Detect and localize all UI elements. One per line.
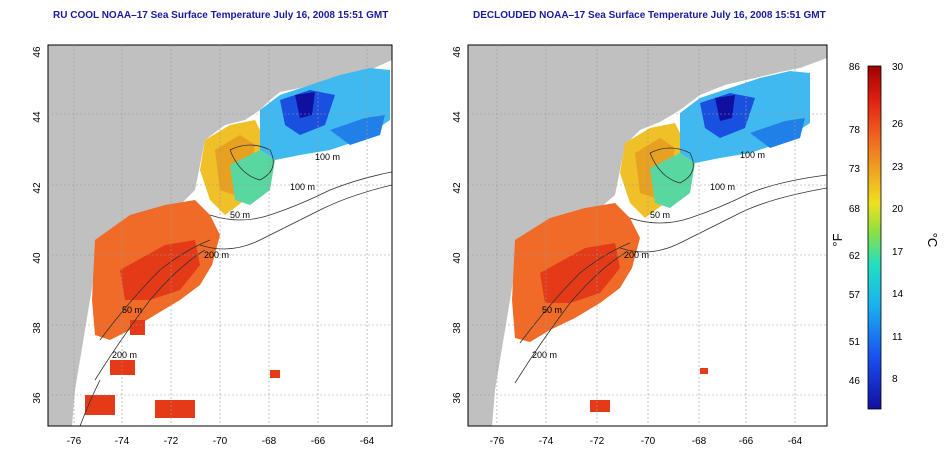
- lon-tick: -70: [213, 436, 228, 447]
- lat-tick: 42: [32, 182, 43, 194]
- lon-tick: -64: [788, 436, 803, 447]
- cb-c-unit: °C: [925, 233, 940, 248]
- lon-tick: -66: [739, 436, 754, 447]
- lon-tick: -76: [67, 436, 82, 447]
- lat-tick: 38: [32, 322, 43, 334]
- lat-tick: 36: [452, 392, 463, 404]
- contour-label: 100 m: [740, 150, 765, 160]
- lat-tick: 40: [32, 252, 43, 264]
- contour-label: 200 m: [204, 250, 229, 260]
- cb-c-tick: 14: [892, 289, 904, 300]
- cb-f-tick: 78: [849, 125, 861, 136]
- lon-tick: -74: [115, 436, 130, 447]
- lon-tick: -66: [311, 436, 326, 447]
- cb-f-tick: 62: [849, 251, 861, 262]
- contour-label: 50 m: [650, 210, 670, 220]
- contour-label: 50 m: [542, 305, 562, 315]
- lat-tick: 44: [452, 111, 463, 123]
- contour-label: 100 m: [290, 182, 315, 192]
- cb-f-tick: 68: [849, 204, 861, 215]
- cb-c-tick: 8: [892, 374, 898, 385]
- map-title-left: RU COOL NOAA–17 Sea Surface Temperature …: [53, 10, 389, 21]
- lon-tick: -76: [490, 436, 505, 447]
- lat-tick: 42: [452, 182, 463, 194]
- cb-f-tick: 86: [849, 62, 861, 73]
- lat-tick: 44: [32, 111, 43, 123]
- lat-tick: 46: [32, 46, 43, 58]
- cb-c-tick: 11: [892, 332, 903, 343]
- land-mass: [48, 45, 392, 426]
- cb-c-tick: 30: [892, 62, 904, 73]
- lon-tick: -68: [692, 436, 707, 447]
- lat-tick: 38: [452, 322, 463, 334]
- contour-label: 100 m: [710, 182, 735, 192]
- cb-f-tick: 73: [849, 164, 861, 175]
- lon-tick: -68: [262, 436, 277, 447]
- lon-tick: -72: [164, 436, 179, 447]
- lat-tick: 46: [452, 46, 463, 58]
- lon-tick: -70: [641, 436, 656, 447]
- contour-label: 50 m: [122, 305, 142, 315]
- lat-tick: 40: [452, 252, 463, 264]
- contour-label: 50 m: [230, 210, 250, 220]
- cb-f-tick: 46: [849, 376, 861, 387]
- map-frame-right: [467, 44, 828, 427]
- cb-c-tick: 26: [892, 119, 904, 130]
- cb-f-unit: °F: [830, 233, 845, 246]
- cb-c-tick: 20: [892, 204, 904, 215]
- lat-tick: 36: [32, 392, 43, 404]
- map-title-right: DECLOUDED NOAA–17 Sea Surface Temperatur…: [473, 10, 826, 21]
- lon-tick: -72: [590, 436, 605, 447]
- cb-c-tick: 17: [892, 247, 904, 258]
- contour-label: 200 m: [624, 250, 649, 260]
- lon-tick: -64: [360, 436, 375, 447]
- cb-c-tick: 23: [892, 162, 904, 173]
- contour-label: 200 m: [112, 350, 137, 360]
- colorbar: [867, 65, 882, 410]
- contour-label: 100 m: [315, 152, 340, 162]
- cb-f-tick: 51: [849, 337, 861, 348]
- cb-f-tick: 57: [849, 290, 861, 301]
- contour-label: 200 m: [532, 350, 557, 360]
- lon-tick: -74: [539, 436, 554, 447]
